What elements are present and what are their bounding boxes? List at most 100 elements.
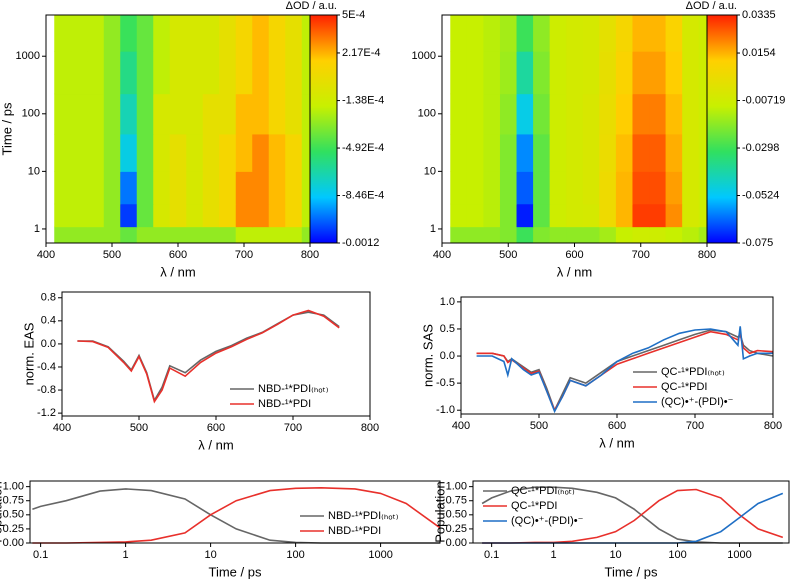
x-tick-label: 10 — [204, 549, 216, 561]
x-tick-label: 700 — [235, 249, 253, 261]
heatmap-cell — [566, 226, 584, 244]
colorbar-tick-label: -0.0012 — [342, 237, 379, 249]
heatmap-cell — [153, 133, 171, 172]
heatmap-cell — [566, 171, 584, 205]
colorbar — [706, 14, 738, 244]
heatmap-cell — [682, 93, 700, 135]
heatmap-cell — [252, 226, 270, 244]
heatmap-cell — [516, 133, 534, 172]
x-tick-label: 100 — [286, 549, 304, 561]
heatmap-cell — [219, 15, 237, 52]
heatmap-cell — [483, 51, 501, 95]
x-axis-label: λ / nm — [599, 435, 634, 450]
heatmap-cell — [649, 226, 667, 244]
y-tick-label: 0.25 — [3, 523, 24, 535]
heatmap-cell — [632, 51, 650, 95]
y-axis-label: Time / ps — [0, 102, 14, 155]
heatmap-cell — [466, 51, 484, 95]
x-tick-label: 100 — [668, 549, 686, 561]
heatmap-cell — [533, 171, 551, 205]
heatmap-cell — [252, 203, 270, 228]
heatmap-cell — [54, 171, 72, 205]
heatmap-cell — [516, 171, 534, 205]
heatmap-cell — [649, 51, 667, 95]
heatmap-cell — [301, 226, 311, 244]
x-tick-label: 600 — [608, 420, 626, 432]
y-tick-label: 0.50 — [446, 509, 467, 521]
heatmap-cell — [202, 93, 220, 135]
heatmap-cell — [169, 203, 187, 228]
heatmap-cell — [566, 203, 584, 228]
heatmap-cell — [632, 15, 650, 52]
heatmap-cell — [632, 226, 650, 244]
y-axis-label: Population — [0, 481, 4, 542]
heatmap-cell — [301, 15, 311, 52]
heatmap-cell — [285, 171, 303, 205]
heatmap-cell — [450, 93, 468, 135]
y-tick-label: -0.8 — [37, 384, 56, 396]
heatmap-cell — [169, 226, 187, 244]
heatmap-cell — [665, 133, 683, 172]
heatmap-cell — [665, 203, 683, 228]
panel: QC-¹*PDI₍ₕₒₜ₎ QC-¹*PDI (QC)•⁺-(PDI)•⁻ 400 50… — [420, 296, 782, 451]
x-tick-label: 600 — [169, 249, 187, 261]
heatmap-cell — [649, 171, 667, 205]
heatmap-cell — [483, 171, 501, 205]
heatmap-cell — [533, 15, 551, 52]
plot-frame — [29, 480, 441, 544]
heatmap-cell — [235, 226, 253, 244]
heatmap-cell — [533, 93, 551, 135]
heatmap-cell — [582, 133, 600, 172]
heatmap-cell — [54, 133, 72, 172]
legend-label: (QC)•⁺-(PDI)•⁻ — [661, 396, 734, 408]
heatmap-cell — [285, 203, 303, 228]
legend-label: (QC)•⁺-(PDI)•⁻ — [511, 515, 584, 527]
x-tick-label: 500 — [530, 420, 548, 432]
plot-frame — [472, 480, 790, 544]
heatmap-cell — [202, 133, 220, 172]
heatmap-cell — [169, 171, 187, 205]
x-tick-label: 0.1 — [33, 549, 48, 561]
x-tick-label: 700 — [284, 422, 302, 434]
heatmap-cell — [301, 171, 311, 205]
heatmap-cell — [268, 51, 286, 95]
y-tick-label: -0.5 — [436, 377, 455, 389]
heatmap-cell — [136, 133, 154, 172]
heatmap-cell — [87, 133, 105, 172]
heatmap-cell — [136, 15, 154, 52]
heatmap-cell — [219, 51, 237, 95]
heatmap-cell — [252, 93, 270, 135]
heatmap-cell — [268, 93, 286, 135]
y-tick-label: 0.4 — [41, 315, 56, 327]
heatmap-cell — [285, 51, 303, 95]
y-tick-label: 0.75 — [3, 495, 24, 507]
heatmap-cell — [698, 93, 708, 135]
panel: QC-¹*PDI₍ₕₒₜ₎ QC-¹*PDI (QC)•⁺-(PDI)•⁻ 0.1 1 1… — [432, 480, 790, 579]
heatmap-cell — [103, 171, 121, 205]
heatmap-cell — [136, 203, 154, 228]
x-tick-label: 700 — [686, 420, 704, 432]
heatmap-cell — [70, 171, 88, 205]
heatmap-cell — [103, 226, 121, 244]
heatmap-cell — [649, 15, 667, 52]
heatmap-cell — [450, 15, 468, 52]
x-tick-label: 500 — [103, 249, 121, 261]
heatmap-cell — [599, 93, 617, 135]
heatmap-cell — [599, 15, 617, 52]
heatmap-cell — [70, 133, 88, 172]
heatmap-cell — [70, 93, 88, 135]
heatmap-cell — [599, 203, 617, 228]
heatmap-cell — [54, 203, 72, 228]
x-tick-label: 600 — [565, 249, 583, 261]
y-tick-label: 100 — [418, 108, 436, 120]
legend-label: NBD-¹*PDI₍ₕₒₜ₎ — [258, 383, 329, 395]
heatmap-cell — [665, 93, 683, 135]
heatmap-cell — [599, 51, 617, 95]
y-axis-label: norm. SAS — [420, 324, 435, 387]
heatmap-cell — [186, 133, 204, 172]
heatmap-cell — [483, 226, 501, 244]
legend-label: NBD-¹*PDI — [258, 398, 311, 410]
x-tick-label: 10 — [609, 549, 621, 561]
panel: NBD-¹*PDI₍ₕₒₜ₎ NBD-¹*PDI 0.1 1 10 100 1000 1.00… — [0, 480, 441, 579]
heatmap-cell — [582, 93, 600, 135]
